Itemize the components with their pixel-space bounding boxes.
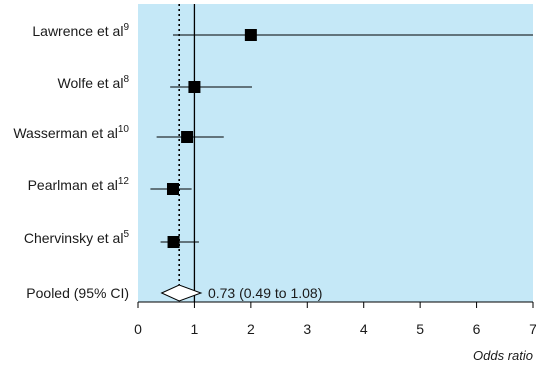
x-tick-label: 6 xyxy=(473,321,481,337)
study-name: Wasserman et al xyxy=(13,125,118,141)
pooled-label: Pooled (95% CI) xyxy=(26,285,129,301)
plot-background xyxy=(138,4,533,302)
x-tick-label: 7 xyxy=(529,321,536,337)
study-label: Lawrence et al9 xyxy=(32,22,129,39)
x-tick-label: 5 xyxy=(416,321,424,337)
study-ref: 10 xyxy=(118,124,130,135)
study-name: Wolfe et al xyxy=(58,75,124,91)
x-tick-label: 3 xyxy=(303,321,311,337)
point-estimate-square xyxy=(188,81,201,93)
study-name: Pearlman et al xyxy=(28,177,118,193)
study-label: Chervinsky et al5 xyxy=(24,229,130,246)
point-estimate-square xyxy=(181,131,194,143)
study-ref: 12 xyxy=(118,176,130,187)
study-ref: 8 xyxy=(123,74,129,85)
x-tick-label: 0 xyxy=(134,321,142,337)
study-name: Lawrence et al xyxy=(32,23,123,39)
study-ref: 9 xyxy=(123,22,129,33)
study-label: Pearlman et al12 xyxy=(28,176,130,193)
x-axis-title: Odds ratio xyxy=(473,348,533,363)
study-name: Chervinsky et al xyxy=(24,230,124,246)
point-estimate-square xyxy=(244,29,257,41)
study-ref: 5 xyxy=(123,229,129,240)
point-estimate-square xyxy=(167,236,180,248)
point-estimate-square xyxy=(166,183,179,195)
x-tick-label: 2 xyxy=(247,321,255,337)
x-tick-label: 4 xyxy=(360,321,368,337)
study-label: Wasserman et al10 xyxy=(13,124,129,141)
x-tick-label: 1 xyxy=(191,321,199,337)
study-label: Wolfe et al8 xyxy=(58,74,130,91)
pooled-diamond xyxy=(160,284,203,302)
pooled-value: 0.73 (0.49 to 1.08) xyxy=(208,285,322,301)
